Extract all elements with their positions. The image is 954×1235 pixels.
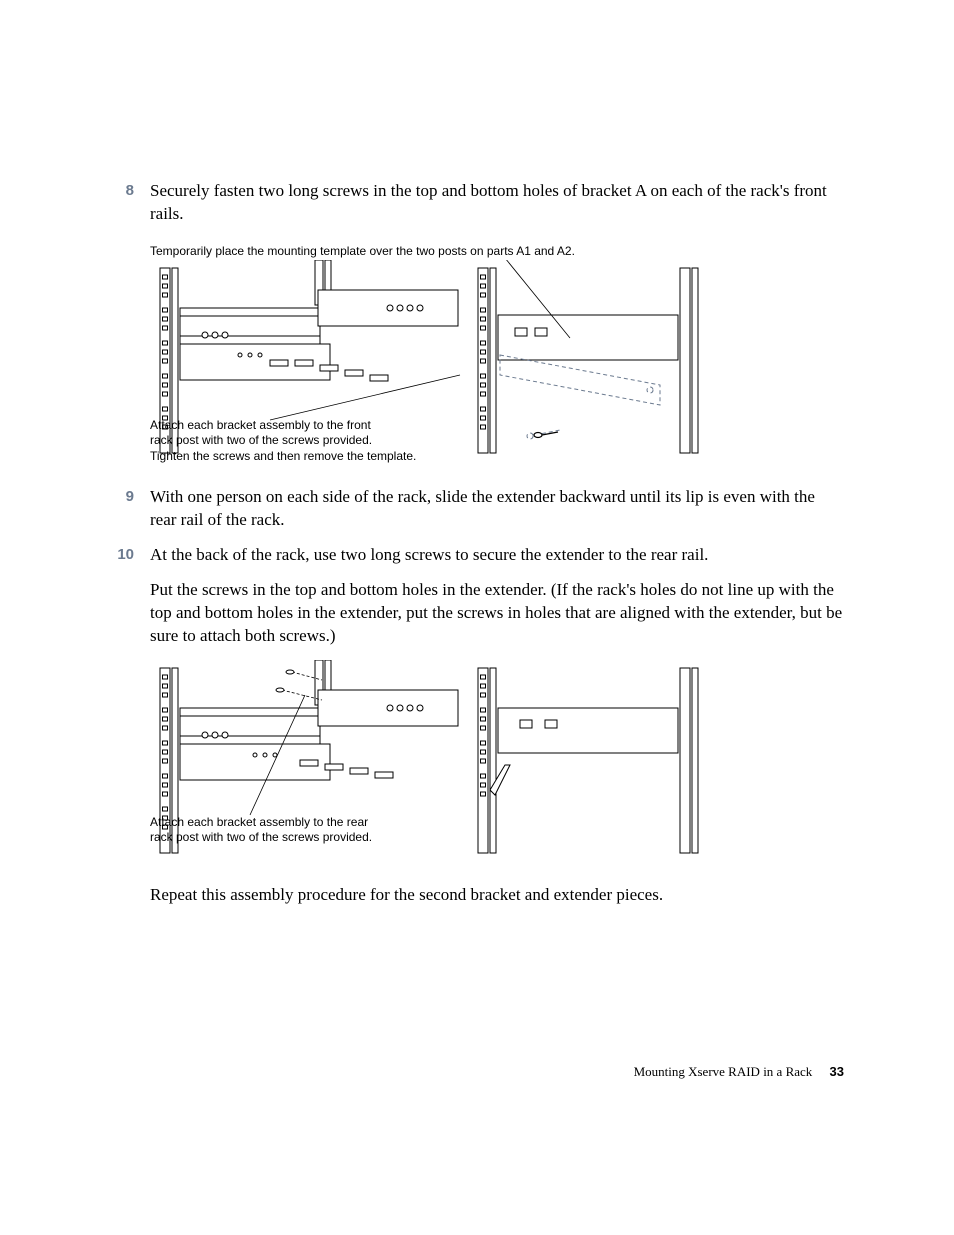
footer-page-number: 33 bbox=[830, 1064, 844, 1079]
step-8: 8 Securely fasten two long screws in the… bbox=[110, 180, 844, 226]
figure-1: Attach each bracket assembly to the fron… bbox=[150, 260, 844, 468]
step-9: 9 With one person on each side of the ra… bbox=[110, 486, 844, 532]
fig1-caption-left-block: Attach each bracket assembly to the fron… bbox=[150, 418, 420, 465]
fig1-caption-top: Temporarily place the mounting template … bbox=[150, 244, 844, 258]
fig2-caption-left-l1: Attach each bracket assembly to the rear bbox=[150, 815, 400, 831]
step-10-detail: Put the screws in the top and bottom hol… bbox=[150, 579, 844, 648]
footer-section: Mounting Xserve RAID in a Rack bbox=[634, 1064, 813, 1079]
figure-2: Attach each bracket assembly to the rear… bbox=[150, 660, 844, 860]
repeat-paragraph: Repeat this assembly procedure for the s… bbox=[150, 884, 844, 907]
step-number: 10 bbox=[110, 544, 150, 563]
manual-page: 8 Securely fasten two long screws in the… bbox=[0, 0, 954, 1235]
step-text: With one person on each side of the rack… bbox=[150, 486, 844, 532]
fig1-caption-left-l3: Tighten the screws and then remove the t… bbox=[150, 449, 420, 465]
fig2-caption-left-l2: rack post with two of the screws provide… bbox=[150, 830, 400, 846]
step-number: 9 bbox=[110, 486, 150, 505]
step-10: 10 At the back of the rack, use two long… bbox=[110, 544, 844, 567]
step-text: Securely fasten two long screws in the t… bbox=[150, 180, 844, 226]
step-text: At the back of the rack, use two long sc… bbox=[150, 544, 844, 567]
page-footer: Mounting Xserve RAID in a Rack 33 bbox=[634, 1064, 844, 1080]
fig1-caption-left-l1: Attach each bracket assembly to the fron… bbox=[150, 418, 420, 434]
fig2-caption-left-block: Attach each bracket assembly to the rear… bbox=[150, 815, 400, 846]
fig1-caption-left-l2: rack post with two of the screws provide… bbox=[150, 433, 420, 449]
step-number: 8 bbox=[110, 180, 150, 199]
